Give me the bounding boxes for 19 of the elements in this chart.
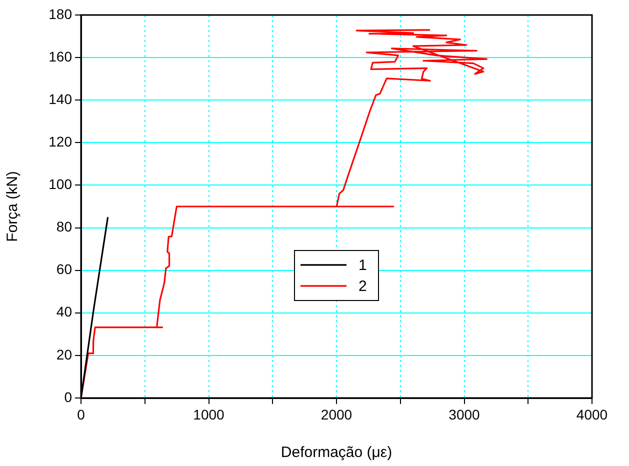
x-tick-label: 2000 xyxy=(320,406,352,422)
x-tick-label: 3000 xyxy=(448,406,480,422)
y-tick-label: 180 xyxy=(48,6,72,22)
x-axis-title: Deformação (με) xyxy=(280,444,392,462)
y-tick-label: 20 xyxy=(56,346,72,362)
y-tick-label: 120 xyxy=(48,134,72,150)
y-tick-label: 40 xyxy=(56,304,72,320)
y-tick-label: 60 xyxy=(56,261,72,278)
y-tick-label: 160 xyxy=(48,48,72,64)
x-tick-label: 1000 xyxy=(193,406,225,422)
y-tick-label: 80 xyxy=(56,218,72,235)
y-axis-title: Força (kN) xyxy=(4,171,22,242)
y-tick-label: 0 xyxy=(64,388,72,405)
legend-label: 2 xyxy=(358,278,367,296)
x-tick-label: 0 xyxy=(77,406,86,422)
x-tick-label: 4000 xyxy=(576,406,608,422)
y-tick-label: 140 xyxy=(48,90,72,107)
legend-label: 1 xyxy=(358,257,367,274)
y-tick-label: 100 xyxy=(48,176,72,192)
